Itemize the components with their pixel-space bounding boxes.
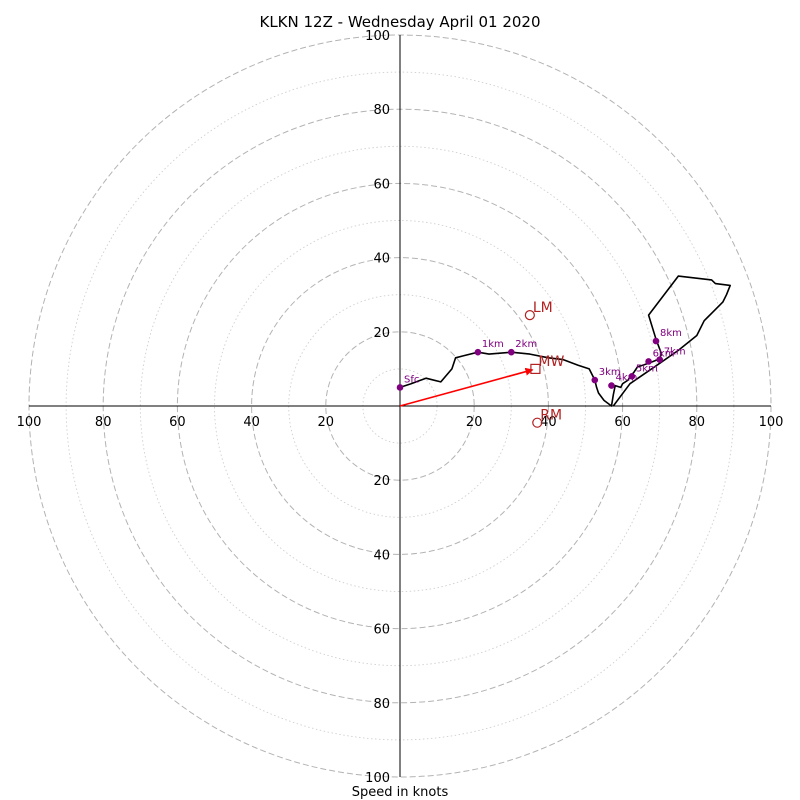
x-axis-label: Speed in knots <box>352 785 449 800</box>
chart-title: KLKN 12Z - Wednesday April 01 2020 <box>259 13 540 31</box>
height-label-sfc: Sfc <box>404 374 419 385</box>
hodograph-trace <box>399 275 732 407</box>
storm-motion-marker-rm <box>532 417 543 428</box>
mean-wind-vector <box>399 367 534 407</box>
y-tick-label: 60 <box>373 623 390 638</box>
height-point-6km <box>645 358 652 365</box>
height-point-3km <box>591 376 599 384</box>
y-tick-label: 40 <box>373 252 390 267</box>
x-tick-label: 20 <box>318 415 335 430</box>
height-point-4km <box>608 382 615 389</box>
y-tick-label: 100 <box>365 771 390 786</box>
storm-motion-marker-lm <box>524 310 535 321</box>
storm-motion-label-rm: RM <box>540 408 562 424</box>
y-tick-label: 20 <box>373 474 390 489</box>
storm-motion-marker-mw <box>530 363 541 374</box>
y-tick-label: 100 <box>365 29 390 44</box>
x-tick-label: 100 <box>759 415 784 430</box>
x-tick-label: 100 <box>17 415 42 430</box>
height-point-5km <box>628 373 636 380</box>
y-tick-label: 40 <box>373 548 390 563</box>
x-tick-label: 80 <box>95 415 112 430</box>
height-point-8km <box>652 337 660 345</box>
y-tick-label: 80 <box>373 697 390 712</box>
height-label-2km: 2km <box>515 339 537 350</box>
x-tick-label: 40 <box>540 415 557 430</box>
x-tick-label: 60 <box>614 415 631 430</box>
storm-motion-label-lm: LM <box>533 300 553 316</box>
tick-labels: 100 80 60 40 20 20 40 60 80 100 100 80 60 40 20 20 40 60 8… <box>17 29 784 786</box>
height-point-2km <box>508 348 515 356</box>
height-label-5km: 5km <box>636 363 658 374</box>
height-label-7km: 7km <box>664 347 686 358</box>
storm-motion-label-mw: MW <box>538 354 564 370</box>
x-tick-label: 20 <box>466 415 483 430</box>
storm-motion-markers: LM MW RM <box>524 300 564 428</box>
height-point-sfc <box>396 384 404 391</box>
height-label-1km: 1km <box>482 339 504 350</box>
x-tick-label: 40 <box>243 415 260 430</box>
x-tick-label: 60 <box>169 415 186 430</box>
height-label-4km: 4km <box>615 373 637 384</box>
height-point-1km <box>474 348 482 356</box>
mean-wind-vector-group <box>399 367 534 407</box>
x-tick-label: 80 <box>689 415 706 430</box>
hodograph-trace-group <box>399 275 732 407</box>
y-tick-label: 80 <box>373 103 390 118</box>
height-point-7km <box>656 356 663 363</box>
y-tick-label: 60 <box>373 177 390 192</box>
height-label-8km: 8km <box>660 328 682 339</box>
y-tick-label: 20 <box>373 326 390 341</box>
height-label-6km: 6km <box>653 348 675 359</box>
height-label-3km: 3km <box>599 367 621 378</box>
